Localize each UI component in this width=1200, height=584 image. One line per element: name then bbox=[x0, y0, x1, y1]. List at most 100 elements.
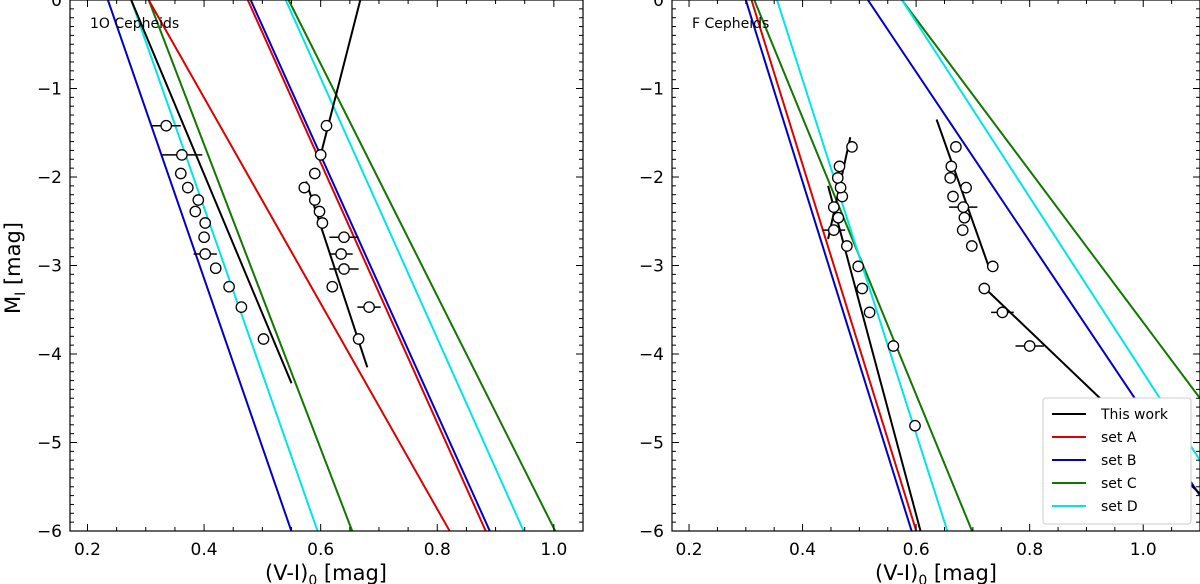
point-marker bbox=[956, 224, 969, 236]
data-point bbox=[329, 248, 353, 260]
data-point bbox=[856, 282, 869, 295]
point-marker bbox=[960, 181, 972, 194]
point-marker bbox=[308, 194, 321, 206]
data-point bbox=[949, 201, 978, 213]
panel-1o-axes: 0.2 0.4 0.6 0.8 1.0 0 −1 −2 −3 −4 −5 −6 bbox=[37, 0, 584, 560]
point-marker bbox=[174, 167, 187, 180]
data-point bbox=[316, 217, 329, 229]
legend-label: set C bbox=[1101, 476, 1137, 492]
legend-label: set D bbox=[1101, 499, 1138, 515]
legend-label: This work bbox=[1100, 407, 1169, 423]
point-marker bbox=[834, 181, 847, 194]
x-tick-label: 0.2 bbox=[74, 540, 101, 560]
panel-1o-frame bbox=[69, 0, 584, 532]
data-point bbox=[944, 172, 957, 184]
data-point bbox=[965, 240, 978, 252]
series-line-set-d-1 bbox=[776, 0, 949, 531]
data-point bbox=[223, 280, 235, 293]
point-marker bbox=[335, 248, 347, 260]
data-point bbox=[841, 240, 853, 252]
point-marker bbox=[235, 301, 248, 313]
series-line-set-d-1 bbox=[130, 0, 319, 531]
data-point bbox=[193, 248, 217, 260]
panel-1o-data-points bbox=[151, 119, 381, 345]
point-marker bbox=[831, 172, 844, 184]
point-marker bbox=[160, 119, 173, 132]
panel-f-series-lines bbox=[744, 0, 1200, 531]
point-marker bbox=[945, 160, 958, 173]
data-point bbox=[235, 301, 248, 313]
point-marker bbox=[996, 306, 1009, 319]
data-point bbox=[257, 333, 270, 345]
series-line-set-c-1 bbox=[147, 0, 354, 531]
data-point bbox=[326, 280, 339, 293]
data-point bbox=[308, 194, 321, 206]
data-point bbox=[313, 205, 326, 218]
point-marker bbox=[856, 282, 869, 295]
data-point bbox=[161, 149, 203, 161]
x-tick-label: 1.0 bbox=[1130, 540, 1157, 560]
data-point bbox=[189, 205, 202, 218]
x-tick-label: 0.4 bbox=[191, 540, 218, 560]
point-marker bbox=[986, 260, 999, 273]
point-marker bbox=[313, 205, 326, 218]
y-tick-label: −1 bbox=[37, 80, 62, 100]
data-point bbox=[192, 194, 205, 206]
series-line-set-a-2 bbox=[246, 0, 487, 531]
y-tick-label: −2 bbox=[639, 168, 664, 188]
y-tick-label: −3 bbox=[639, 257, 664, 277]
series-line-set-c-1 bbox=[753, 0, 974, 531]
legend-item-set-c: set C bbox=[1052, 476, 1137, 492]
point-marker bbox=[887, 340, 900, 352]
data-point bbox=[151, 119, 181, 132]
panel-f-xlabel: (V-I)0 [mag] bbox=[875, 561, 997, 584]
point-marker bbox=[958, 211, 971, 224]
point-marker bbox=[314, 149, 327, 161]
data-point bbox=[831, 172, 844, 184]
point-marker bbox=[832, 211, 845, 224]
point-marker bbox=[1023, 340, 1036, 352]
data-point bbox=[960, 181, 972, 194]
y-tick-label: −6 bbox=[37, 522, 62, 542]
y-tick-label: −3 bbox=[37, 257, 62, 277]
point-marker bbox=[338, 263, 350, 275]
data-point bbox=[199, 217, 212, 229]
data-point bbox=[986, 260, 999, 273]
x-tick-label: 0.6 bbox=[307, 540, 334, 560]
data-point bbox=[827, 201, 840, 213]
point-marker bbox=[198, 231, 210, 244]
legend-item-set-d: set D bbox=[1052, 499, 1138, 515]
y-tick-label: 0 bbox=[51, 0, 62, 11]
point-marker bbox=[863, 306, 876, 319]
data-point bbox=[887, 340, 900, 352]
data-point bbox=[298, 181, 311, 194]
data-point bbox=[1015, 340, 1044, 352]
legend-item-this-work: This work bbox=[1052, 407, 1169, 423]
legend-label: set A bbox=[1101, 430, 1137, 446]
series-line-set-b-1 bbox=[744, 0, 913, 531]
data-point bbox=[329, 231, 359, 244]
series-line-set-a-1 bbox=[147, 0, 451, 531]
point-marker bbox=[176, 149, 188, 161]
panel-1o-cepheids: 0.2 0.4 0.6 0.8 1.0 0 −1 −2 −3 −4 −5 −6 1O Cepheids… bbox=[1, 0, 584, 584]
point-marker bbox=[846, 141, 858, 153]
panel-f-cepheids: 0.2 0.4 0.6 0.8 1.00−1−2−3−4−5−6 F Cepheids … bbox=[639, 0, 1200, 584]
point-marker bbox=[199, 248, 212, 260]
point-marker bbox=[841, 240, 853, 252]
point-marker bbox=[316, 217, 329, 229]
panel-1o-xlabel: (V-I)0 [mag] bbox=[265, 561, 387, 584]
data-point bbox=[958, 211, 971, 224]
point-marker bbox=[827, 201, 840, 213]
legend-box bbox=[1042, 397, 1192, 525]
point-marker bbox=[950, 141, 962, 153]
data-point bbox=[314, 149, 327, 161]
point-marker bbox=[298, 181, 311, 194]
data-point bbox=[846, 141, 858, 153]
data-point bbox=[181, 181, 194, 194]
series-line-set-b-1 bbox=[106, 0, 293, 531]
data-point bbox=[956, 224, 969, 236]
data-point bbox=[198, 231, 210, 244]
data-point bbox=[909, 419, 921, 432]
series-line-this-work-1 bbox=[130, 0, 293, 384]
